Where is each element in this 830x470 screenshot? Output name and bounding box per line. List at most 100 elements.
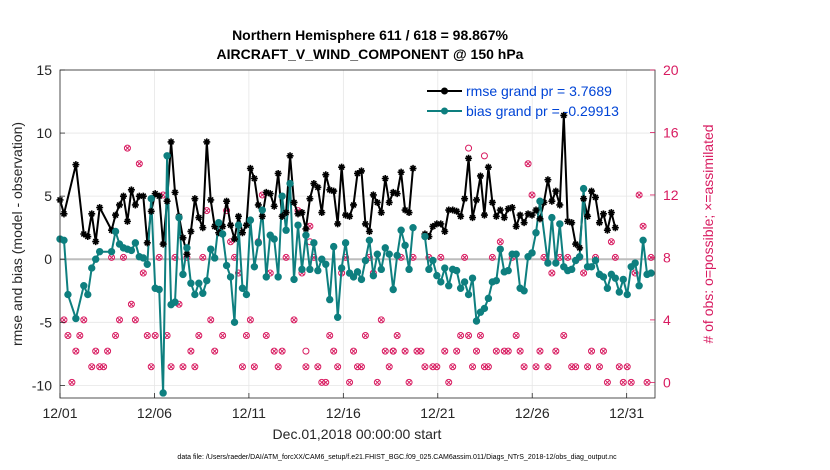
obs-count-possible-marker: [100, 363, 108, 371]
obs-count-assimilated-marker: [462, 254, 468, 260]
obs-count-assimilated-marker: [529, 192, 535, 198]
obs-count-assimilated-marker: [124, 145, 130, 151]
bias-point: [262, 273, 270, 281]
obs-count-possible-marker: [500, 347, 508, 355]
bias-point: [95, 247, 104, 256]
obs-count-possible-marker: [461, 253, 469, 261]
bias-point: [183, 244, 191, 252]
bias-point: [187, 279, 195, 287]
obs-count-possible-marker: [584, 363, 592, 371]
obs-count-assimilated-marker: [644, 379, 650, 385]
bias-point: [92, 255, 100, 263]
rmse-point: [96, 204, 104, 212]
obs-count-assimilated-marker: [180, 364, 186, 370]
rmse-point: [258, 212, 266, 220]
obs-count-possible-marker: [72, 347, 80, 355]
rmse-point: [60, 210, 68, 218]
obs-count-possible-only-marker: [480, 152, 488, 160]
y-tick-label: 0: [44, 251, 52, 267]
rmse-point: [350, 201, 358, 209]
rmse-point: [155, 192, 163, 200]
obs-count-possible-marker: [195, 332, 203, 340]
bias-point: [619, 275, 627, 284]
obs-count-assimilated-marker: [291, 317, 297, 323]
bias-point: [246, 216, 255, 224]
obs-count-assimilated-marker: [513, 332, 519, 339]
obs-count-possible-marker: [361, 332, 369, 340]
obs-count-assimilated-marker: [588, 348, 595, 354]
rmse-point: [282, 209, 290, 217]
bias-point: [353, 268, 362, 276]
obs-count-assimilated-marker: [101, 364, 107, 370]
bias-point: [369, 271, 378, 280]
rmse-point: [524, 210, 532, 218]
bias-point: [143, 260, 151, 268]
rmse-point: [528, 211, 536, 219]
obs-count-possible-marker: [76, 332, 84, 340]
obs-count-assimilated-marker: [212, 348, 218, 354]
obs-count-possible-marker: [595, 363, 603, 371]
rmse-point: [266, 190, 274, 198]
rmse-point: [389, 188, 397, 196]
obs-count-possible-marker: [68, 378, 76, 386]
rmse-point: [480, 211, 488, 219]
rmse-point: [159, 240, 167, 248]
bias-point: [84, 290, 92, 299]
obs-count-assimilated-marker: [335, 364, 341, 370]
rmse-point: [588, 187, 596, 195]
bias-point: [528, 249, 536, 257]
bias-point: [179, 270, 187, 279]
bias-point: [131, 239, 140, 247]
rmse-point: [167, 138, 175, 146]
bias-point: [544, 259, 552, 267]
bias-point: [548, 213, 556, 222]
rmse-point: [536, 215, 544, 223]
obs-count-assimilated-marker: [545, 364, 551, 370]
obs-count-assimilated-marker: [228, 239, 234, 245]
obs-count-assimilated-marker: [410, 254, 416, 260]
obs-count-assimilated-marker: [422, 364, 428, 370]
bias-point: [429, 256, 437, 265]
bias-point: [520, 287, 528, 295]
bias-point: [195, 279, 203, 287]
rmse-point: [290, 198, 298, 206]
obs-count-assimilated-marker: [112, 332, 119, 339]
rmse-point: [84, 233, 92, 241]
obs-count-possible-marker: [524, 160, 532, 168]
obs-count-possible-marker: [457, 332, 465, 340]
rmse-point: [334, 220, 342, 228]
rmse-point: [484, 163, 492, 171]
rmse-point: [119, 192, 127, 200]
obs-count-possible-marker: [143, 332, 151, 340]
bias-point: [302, 231, 310, 239]
bias-point: [445, 282, 453, 290]
rmse-point: [520, 219, 528, 227]
y-axis-label: rmse and bias (model - observation): [9, 122, 25, 346]
bias-point: [464, 290, 473, 299]
bias-point: [603, 284, 612, 292]
obs-count-possible-marker: [603, 378, 611, 386]
obs-count-assimilated-marker: [466, 332, 472, 339]
obs-count-assimilated-marker: [279, 348, 285, 354]
obs-count-possible-marker: [270, 347, 278, 355]
rmse-point: [584, 212, 592, 220]
rmse-point: [231, 235, 239, 243]
obs-count-possible-marker: [282, 253, 290, 261]
obs-count-assimilated-marker: [418, 348, 424, 354]
rmse-point: [183, 250, 191, 258]
chart-title-line1: Northern Hemisphere 611 / 618 = 98.867%: [232, 27, 508, 43]
obs-count-assimilated-marker: [533, 364, 539, 370]
obs-count-assimilated-marker: [89, 364, 95, 370]
obs-count-possible-marker: [635, 191, 643, 199]
rmse-point: [203, 138, 211, 146]
obs-count-assimilated-marker: [144, 332, 150, 339]
bias-point: [397, 226, 405, 234]
rmse-point: [294, 210, 302, 218]
right-tick-label: 0: [663, 374, 671, 390]
obs-count-assimilated-marker: [350, 348, 357, 354]
obs-count-possible-marker: [116, 316, 123, 324]
obs-count-possible-marker: [242, 332, 250, 340]
bias-point: [274, 273, 282, 281]
bias-point: [373, 250, 382, 258]
rmse-point: [401, 206, 409, 214]
